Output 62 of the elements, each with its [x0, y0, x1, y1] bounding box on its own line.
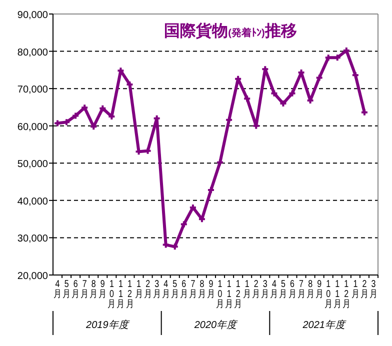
point: [72, 112, 80, 120]
point: [98, 104, 107, 112]
x-tick-label: 2月: [144, 278, 152, 300]
point: [351, 71, 360, 80]
x-tick-label: 5月: [279, 278, 288, 300]
point: [170, 242, 179, 251]
point: [180, 220, 188, 228]
x-tick-label: 11月: [333, 278, 342, 310]
x-tick-label: 6月: [180, 278, 188, 300]
x-tick-label: 12月: [234, 278, 242, 310]
x-tick-label: 6月: [72, 278, 80, 300]
y-tick-label: 40,000: [17, 196, 48, 208]
x-tick-label: 3月: [370, 278, 378, 300]
x-tick-label: 7月: [80, 278, 89, 300]
x-tick-label: 9月: [207, 278, 215, 300]
point: [144, 146, 152, 155]
x-tick-label: 4月: [270, 278, 278, 300]
x-tick-label: 10月: [108, 278, 116, 310]
x-tick-label: 1月: [351, 278, 360, 300]
point: [270, 89, 278, 98]
point: [80, 104, 89, 112]
point: [243, 94, 252, 103]
x-tick-label: 9月: [315, 278, 324, 300]
x-tick-label: 10月: [324, 278, 332, 310]
point: [315, 74, 324, 82]
x-tick-label: 2月: [360, 278, 368, 300]
text: 国際貨物(発着ﾄﾝ)推移: [164, 22, 297, 40]
x-tick-label: 12月: [342, 278, 350, 310]
x-tick-label: 5月: [62, 278, 71, 300]
x-tick-label: 12月: [126, 278, 134, 310]
point: [225, 116, 234, 124]
x-tick-label: 6月: [288, 278, 296, 300]
x-tick-label: 10月: [216, 278, 224, 310]
x-tick-label: 4月: [54, 278, 62, 300]
point: [216, 158, 224, 166]
text: 2020年度: [193, 319, 239, 331]
y-tick-label: 50,000: [17, 159, 48, 170]
x-tick-label: 8月: [198, 278, 206, 300]
text: 2021年度: [302, 319, 347, 331]
y-tick-label: 80,000: [17, 47, 48, 58]
x-tick-label: 5月: [170, 278, 179, 300]
point: [134, 148, 143, 156]
x-tick-label: 11月: [225, 278, 234, 310]
y-tick-label: 30,000: [17, 234, 48, 245]
x-tick-label: 7月: [188, 278, 197, 300]
point: [288, 89, 296, 98]
x-tick-label: 11月: [116, 278, 125, 310]
x-tick-label: 7月: [297, 278, 306, 300]
x-tick-label: 2月: [252, 278, 260, 300]
x-tick-label: 3月: [152, 278, 161, 300]
y-tick-label: 70,000: [17, 84, 48, 96]
text: 2019年度: [85, 319, 130, 331]
x-tick-label: 3月: [261, 278, 270, 300]
x-tick-label: 8月: [90, 278, 98, 300]
y-tick-label: 20,000: [17, 271, 48, 282]
x-tick-label: 1月: [134, 278, 143, 300]
x-tick-label: 9月: [98, 278, 107, 300]
y-tick-label: 60,000: [17, 122, 48, 133]
x-tick-label: 1月: [243, 278, 252, 300]
x-tick-label: 8月: [306, 278, 314, 300]
x-tick-label: 4月: [162, 278, 170, 300]
y-tick-label: 90,000: [17, 10, 48, 21]
